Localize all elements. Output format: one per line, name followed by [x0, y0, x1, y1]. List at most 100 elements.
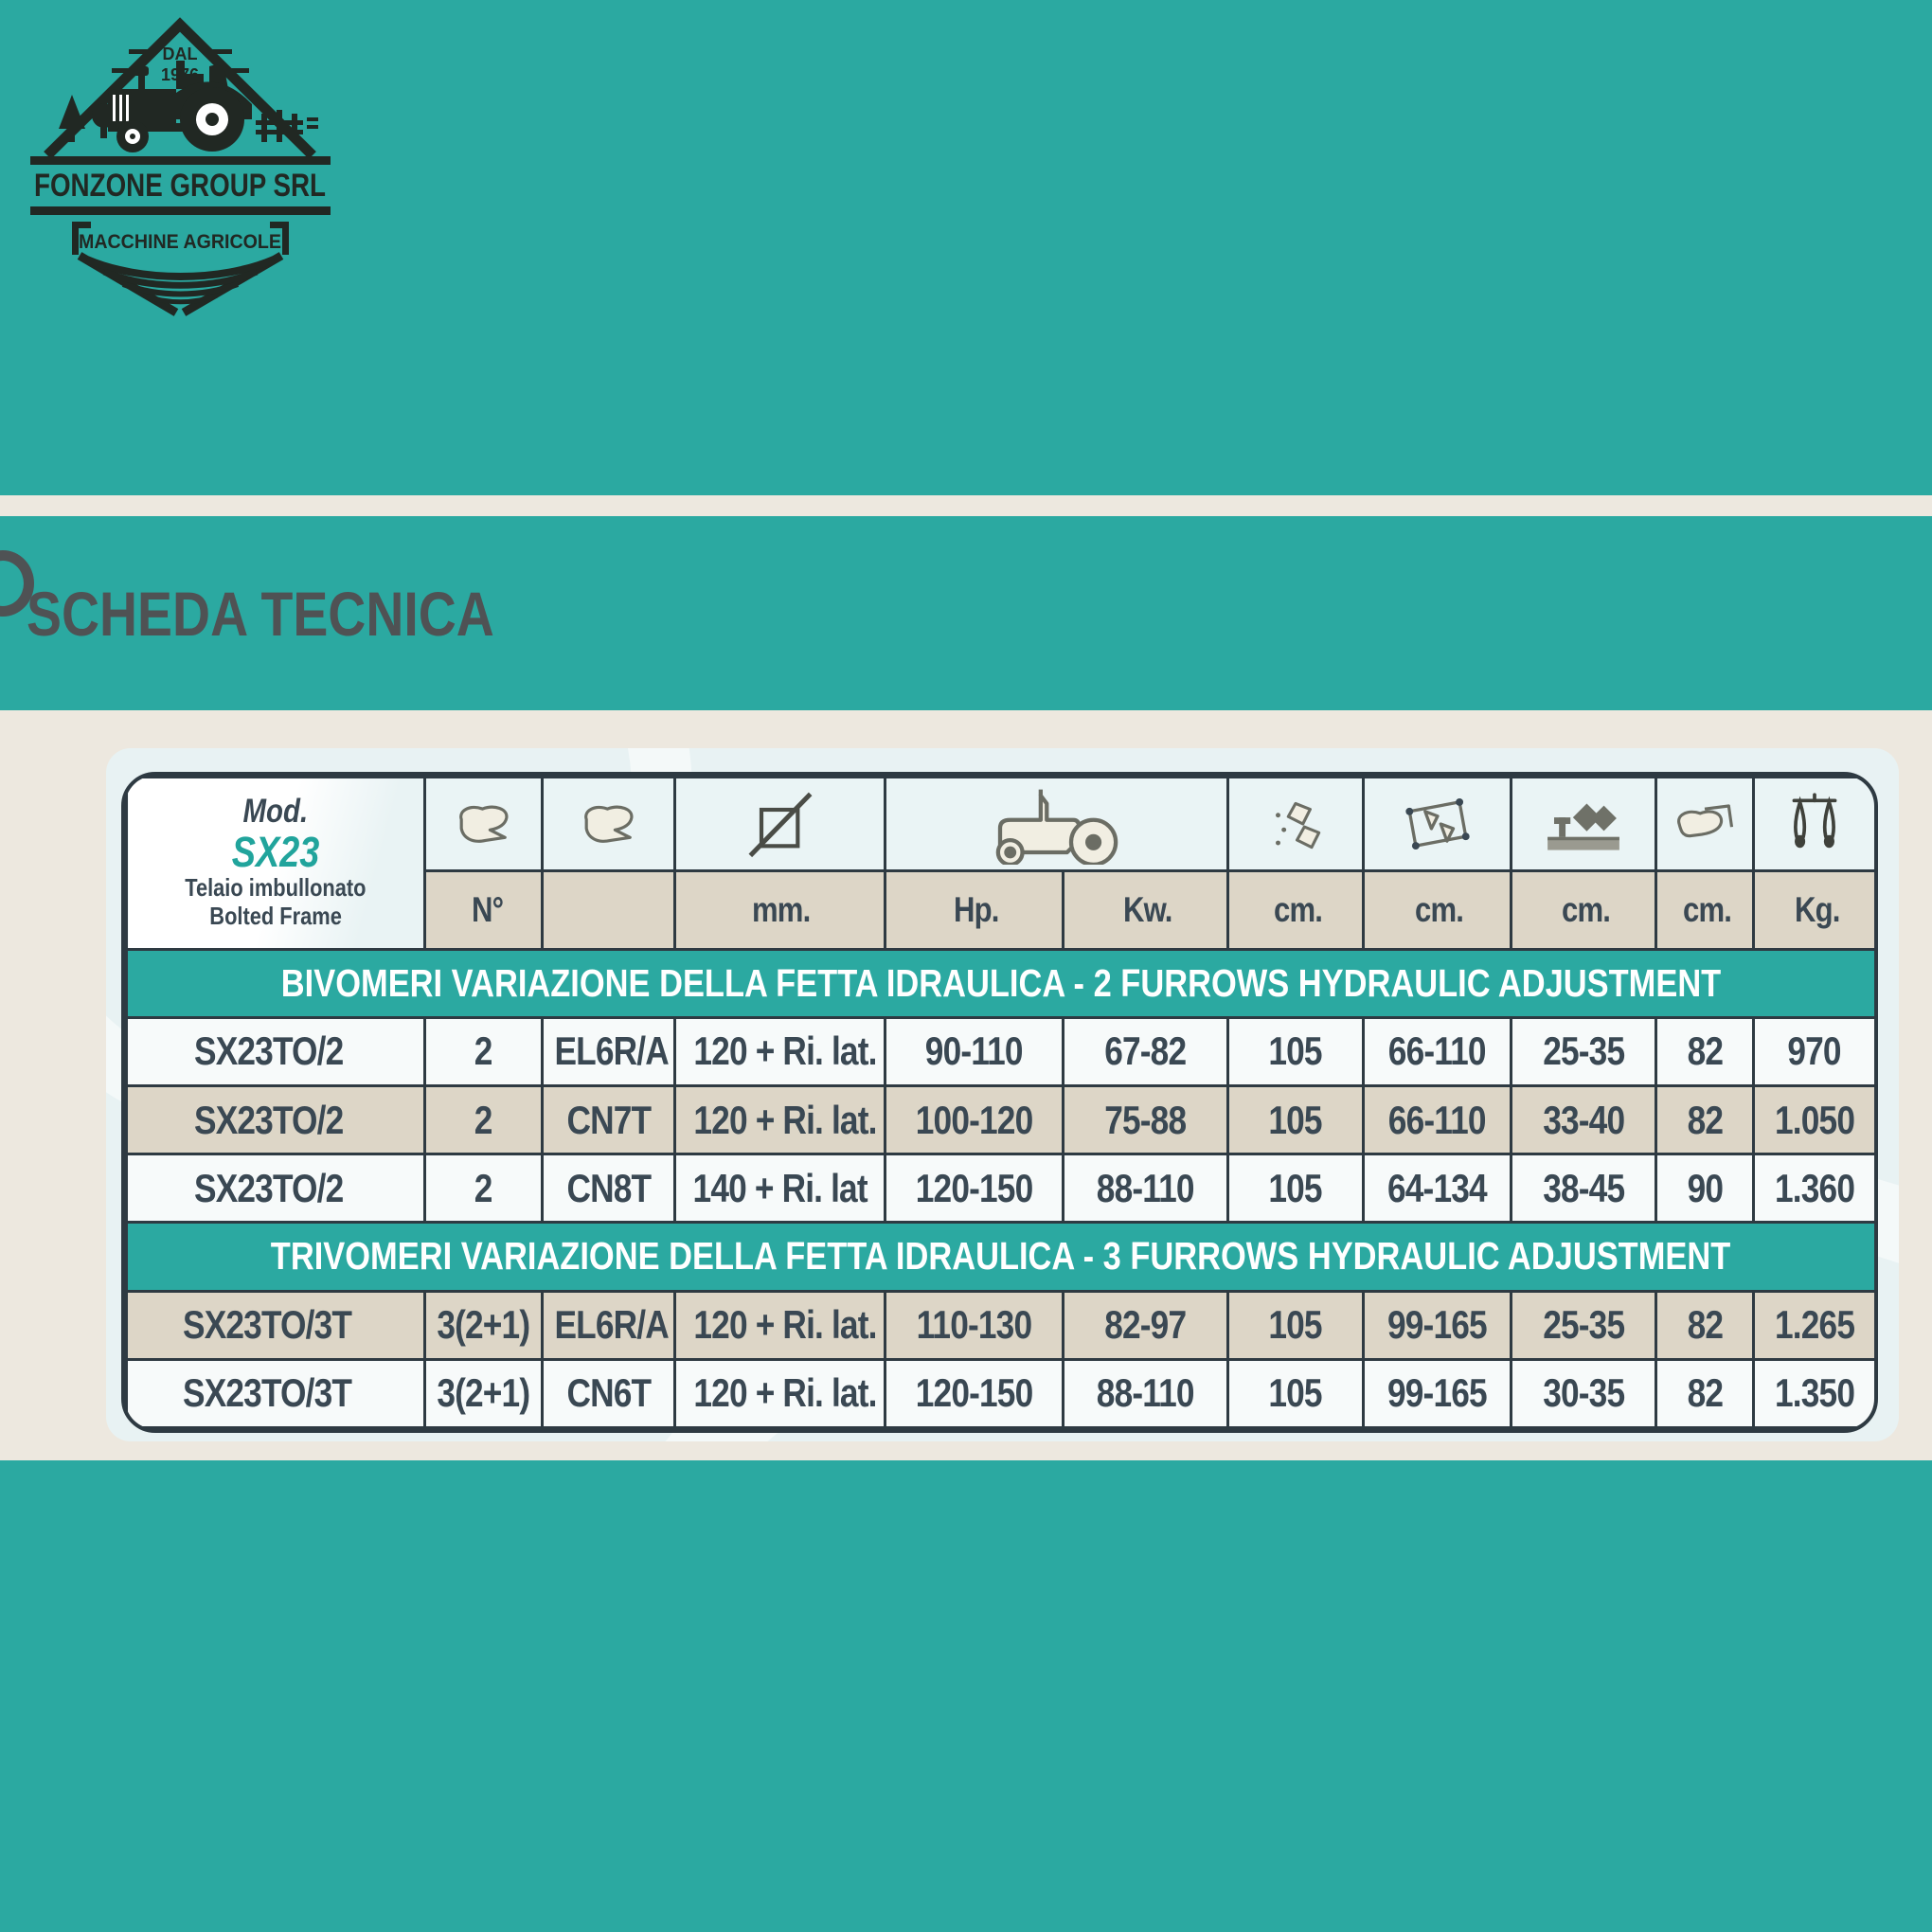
logo-tagline: MACCHINE AGRICOLE — [79, 231, 281, 253]
under-frame-clearance-icon — [1510, 776, 1657, 873]
unit-cell: N° — [423, 869, 544, 951]
table-row: SX23TO/2 2 CN8T 140 + Ri. lat 120-150 88-110 1… — [125, 1153, 1874, 1225]
value-cell: 2 — [423, 1153, 544, 1225]
model-cell: SX23TO/3T — [125, 1289, 426, 1361]
value-cell: 90 — [1655, 1153, 1755, 1225]
value-cell: CN7T — [541, 1083, 676, 1156]
section-header: BIVOMERI VARIAZIONE DELLA FETTA IDRAULIC… — [125, 947, 1874, 1019]
value-cell: 90-110 — [884, 1015, 1064, 1087]
value-cell: 110-130 — [884, 1289, 1064, 1361]
plow-top-view-icon — [1655, 776, 1755, 873]
logo-since-label: DAL — [163, 45, 198, 63]
title-band: SCHEDA TECNICA — [0, 516, 1932, 710]
value-cell: 105 — [1226, 1083, 1365, 1156]
unit-cell: Kg. — [1752, 869, 1874, 951]
table-row: SX23TO/2 2 EL6R/A 120 + Ri. lat. 90-110 67-82… — [125, 1015, 1874, 1087]
frame-width-icon — [1362, 776, 1512, 873]
value-cell: 120-150 — [884, 1357, 1064, 1429]
model-cell: SX23TO/2 — [125, 1153, 426, 1225]
top-teal-band — [0, 0, 1932, 495]
value-cell: CN8T — [541, 1153, 676, 1225]
logo-company-name: FONZONE GROUP SRL — [34, 168, 326, 204]
plow-body-icon — [423, 776, 544, 873]
unit-cell: mm. — [673, 869, 886, 951]
value-cell: 82 — [1655, 1083, 1755, 1156]
model-cell: SX23TO/2 — [125, 1083, 426, 1156]
value-cell: 99-165 — [1362, 1289, 1512, 1361]
value-cell: 66-110 — [1362, 1083, 1512, 1156]
value-cell: 38-45 — [1510, 1153, 1657, 1225]
cropped-bullet-glyph — [0, 550, 34, 617]
spec-table-body: Mod. SX23 Telaio imbullonato Bolted Fram… — [125, 776, 1874, 1429]
working-width-icon — [1226, 776, 1365, 873]
section-header: TRIVOMERI VARIAZIONE DELLA FETTA IDRAULI… — [125, 1221, 1874, 1293]
plowed-field-icon — [77, 252, 284, 316]
value-cell: 105 — [1226, 1357, 1365, 1429]
tractor-icon — [884, 776, 1229, 873]
value-cell: 82-97 — [1062, 1289, 1229, 1361]
value-cell: 105 — [1226, 1015, 1365, 1087]
value-cell: EL6R/A — [541, 1289, 676, 1361]
value-cell: 1.265 — [1752, 1289, 1874, 1361]
unit-cell: cm. — [1655, 869, 1755, 951]
plow-body-icon — [541, 776, 676, 873]
model-header-cell: Mod. SX23 Telaio imbullonato Bolted Fram… — [125, 776, 426, 951]
spec-table: Mod. SX23 Telaio imbullonato Bolted Fram… — [121, 772, 1878, 1433]
company-logo: DAL 1976 — [30, 17, 331, 316]
table-row: SX23TO/2 2 CN7T 120 + Ri. lat. 100-120 75-88 1… — [125, 1083, 1874, 1156]
value-cell: 67-82 — [1062, 1015, 1229, 1087]
value-cell: 105 — [1226, 1289, 1365, 1361]
header-icons-row: Mod. SX23 Telaio imbullonato Bolted Fram… — [125, 776, 1874, 951]
value-cell: 2 — [423, 1015, 544, 1087]
value-cell: 120-150 — [884, 1153, 1064, 1225]
model-cell: SX23TO/2 — [125, 1015, 426, 1087]
table-row: SX23TO/3T 3(2+1) EL6R/A 120 + Ri. lat. 110-1… — [125, 1289, 1874, 1361]
page-title: SCHEDA TECNICA — [27, 578, 494, 649]
header-units-row: N° mm. Hp. Kw. cm. cm. cm. cm. Kg. — [127, 869, 1874, 951]
section-header-row: BIVOMERI VARIAZIONE DELLA FETTA IDRAULIC… — [125, 947, 1874, 1019]
unit-cell: cm. — [1510, 869, 1657, 951]
bottom-teal-band — [0, 1460, 1932, 1932]
value-cell: 99-165 — [1362, 1357, 1512, 1429]
table-row: SX23TO/3T 3(2+1) CN6T 120 + Ri. lat. 120-150… — [125, 1357, 1874, 1429]
value-cell: 1.350 — [1752, 1357, 1874, 1429]
logo-roof-outline — [44, 17, 316, 159]
value-cell: EL6R/A — [541, 1015, 676, 1087]
diameter-icon — [673, 776, 886, 873]
value-cell: 120 + Ri. lat. — [673, 1083, 886, 1156]
value-cell: 1.050 — [1752, 1083, 1874, 1156]
value-cell: 82 — [1655, 1289, 1755, 1361]
value-cell: 100-120 — [884, 1083, 1064, 1156]
value-cell: 120 + Ri. lat. — [673, 1289, 886, 1361]
fence-icon — [256, 110, 318, 142]
value-cell: 33-40 — [1510, 1083, 1657, 1156]
value-cell: 140 + Ri. lat — [673, 1153, 886, 1225]
value-cell: 75-88 — [1062, 1083, 1229, 1156]
value-cell: 3(2+1) — [423, 1289, 544, 1361]
tractor-logo-icon — [108, 59, 252, 152]
value-cell: 2 — [423, 1083, 544, 1156]
value-cell: 1.360 — [1752, 1153, 1874, 1225]
value-cell: 3(2+1) — [423, 1357, 544, 1429]
unit-cell: cm. — [1226, 869, 1365, 951]
value-cell: 120 + Ri. lat. — [673, 1015, 886, 1087]
value-cell: 105 — [1226, 1153, 1365, 1225]
value-cell: 66-110 — [1362, 1015, 1512, 1087]
unit-cell: Kw. — [1062, 869, 1229, 951]
unit-cell: Hp. — [884, 869, 1064, 951]
model-cell: SX23TO/3T — [125, 1357, 426, 1429]
section-header-row: TRIVOMERI VARIAZIONE DELLA FETTA IDRAULI… — [125, 1221, 1874, 1293]
value-cell: 25-35 — [1510, 1015, 1657, 1087]
unit-cell — [541, 869, 676, 951]
value-cell: CN6T — [541, 1357, 676, 1429]
value-cell: 30-35 — [1510, 1357, 1657, 1429]
value-cell: 970 — [1752, 1015, 1874, 1087]
value-cell: 64-134 — [1362, 1153, 1512, 1225]
value-cell: 82 — [1655, 1015, 1755, 1087]
value-cell: 82 — [1655, 1357, 1755, 1429]
value-cell: 25-35 — [1510, 1289, 1657, 1361]
value-cell: 120 + Ri. lat. — [673, 1357, 886, 1429]
value-cell: 88-110 — [1062, 1153, 1229, 1225]
unit-cell: cm. — [1362, 869, 1512, 951]
